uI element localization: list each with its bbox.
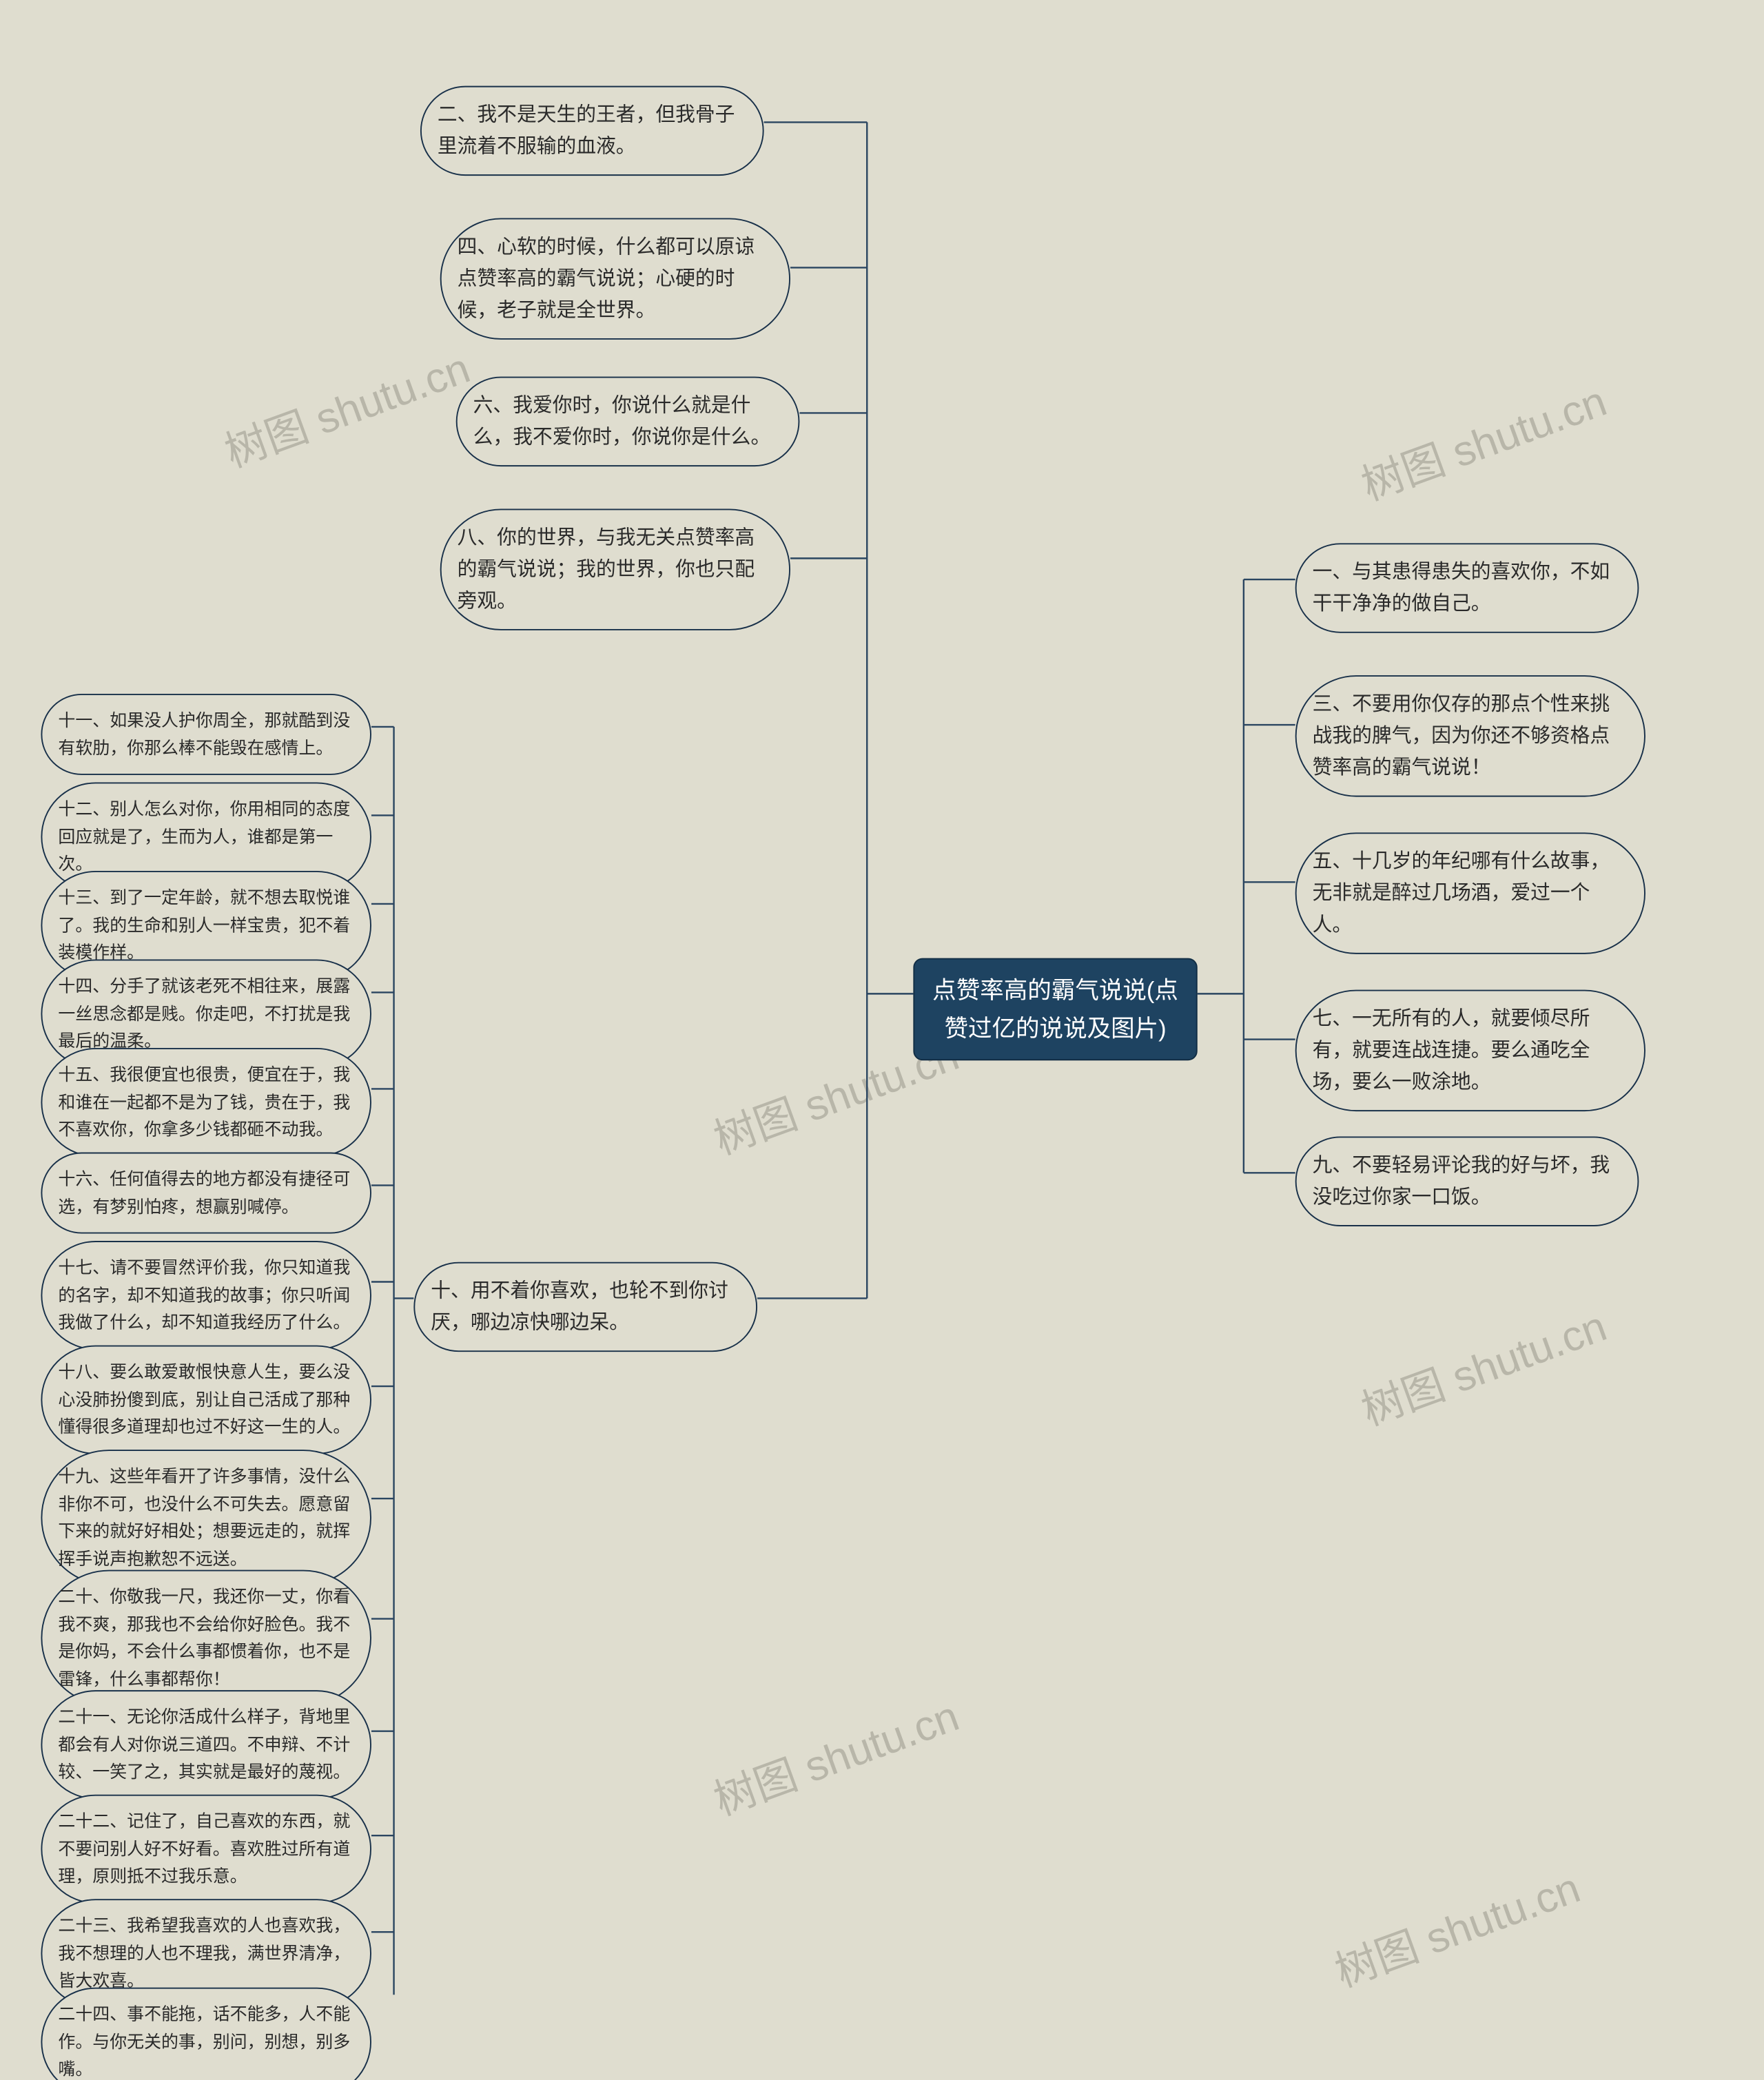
node-label: 十五、我很便宜也很贵，便宜在于，我和谁在一起都不是为了钱，贵在于，我不喜欢你，你…: [58, 1061, 354, 1144]
node-label: 十六、任何值得去的地方都没有捷径可选，有梦别怕疼，想赢别喊停。: [58, 1166, 354, 1221]
watermark: 树图 shutu.cn: [1326, 1854, 1588, 1999]
node-label: 九、不要轻易评论我的好与坏，我没吃过你家一口饭。: [1313, 1150, 1622, 1213]
mindmap-node-g22[interactable]: 二十二、记住了，自己喜欢的东西，就不要问别人好不好看。喜欢胜过所有道理，原则抵不…: [41, 1795, 371, 1904]
mindmap-node-r5[interactable]: 五、十几岁的年纪哪有什么故事，无非就是醉过几场酒，爱过一个人。: [1295, 832, 1645, 954]
mindmap-node-g17[interactable]: 十七、请不要冒然评价我，你只知道我的名字，却不知道我的故事；你只听闻我做了什么，…: [41, 1241, 371, 1350]
mindmap-node-l4[interactable]: 四、心软的时候，什么都可以原谅点赞率高的霸气说说；心硬的时候，老子就是全世界。: [440, 218, 790, 339]
mindmap-node-r7[interactable]: 七、一无所有的人，就要倾尽所有，就要连战连捷。要么通吃全场，要么一败涂地。: [1295, 990, 1645, 1111]
mindmap-node-l8[interactable]: 八、你的世界，与我无关点赞率高的霸气说说；我的世界，你也只配旁观。: [440, 508, 790, 630]
mindmap-node-r1[interactable]: 一、与其患得患失的喜欢你，不如干干净净的做自己。: [1295, 543, 1639, 632]
node-label: 一、与其患得患失的喜欢你，不如干干净净的做自己。: [1313, 556, 1622, 619]
watermark: 树图 shutu.cn: [1352, 1293, 1614, 1437]
node-label: 二十四、事不能拖，话不能多，人不能作。与你无关的事，别问，别想，别多嘴。: [58, 2001, 354, 2080]
node-label: 二十三、我希望我喜欢的人也喜欢我，我不想理的人也不理我，满世界清净，皆大欢喜。: [58, 1912, 354, 1995]
mindmap-node-g11[interactable]: 十一、如果没人护你周全，那就酷到没有软肋，你那么棒不能毁在感情上。: [41, 694, 371, 775]
mindmap-node-r3[interactable]: 三、不要用你仅存的那点个性来挑战我的脾气，因为你还不够资格点赞率高的霸气说说！: [1295, 675, 1645, 796]
mindmap-node-r9[interactable]: 九、不要轻易评论我的好与坏，我没吃过你家一口饭。: [1295, 1137, 1639, 1226]
node-label: 十九、这些年看开了许多事情，没什么非你不可，也没什么不可失去。愿意留下来的就好好…: [58, 1463, 354, 1573]
node-label: 八、你的世界，与我无关点赞率高的霸气说说；我的世界，你也只配旁观。: [458, 522, 773, 617]
node-label: 十七、请不要冒然评价我，你只知道我的名字，却不知道我的故事；你只听闻我做了什么，…: [58, 1254, 354, 1337]
mindmap-node-g19[interactable]: 十九、这些年看开了许多事情，没什么非你不可，也没什么不可失去。愿意留下来的就好好…: [41, 1450, 371, 1586]
mindmap-node-g21[interactable]: 二十一、无论你活成什么样子，背地里都会有人对你说三道四。不申辩、不计较、一笑了之…: [41, 1690, 371, 1799]
mindmap-canvas: 树图 shutu.cn 树图 shutu.cn 树图 shutu.cn 树图 shut…: [0, 0, 1692, 1995]
node-label: 十四、分手了就该老死不相往来，展露一丝思念都是贱。你走吧，不打扰是我最后的温柔。: [58, 973, 354, 1056]
node-label: 十二、别人怎么对你，你用相同的态度回应就是了，生而为人，谁都是第一次。: [58, 796, 354, 878]
node-label: 三、不要用你仅存的那点个性来挑战我的脾气，因为你还不够资格点赞率高的霸气说说！: [1313, 688, 1628, 783]
node-label: 十八、要么敢爱敢恨快意人生，要么没心没肺扮傻到底，别让自己活成了那种懂得很多道理…: [58, 1359, 354, 1441]
node-label: 二十二、记住了，自己喜欢的东西，就不要问别人好不好看。喜欢胜过所有道理，原则抵不…: [58, 1808, 354, 1891]
mindmap-node-g24[interactable]: 二十四、事不能拖，话不能多，人不能作。与你无关的事，别问，别想，别多嘴。: [41, 1988, 371, 2080]
node-label: 六、我爱你时，你说什么就是什么，我不爱你时，你说你是什么。: [473, 390, 783, 453]
node-label: 二十、你敬我一尺，我还你一丈，你看我不爽，那我也不会给你好脸色。我不是你妈，不会…: [58, 1583, 354, 1693]
node-label: 七、一无所有的人，就要倾尽所有，就要连战连捷。要么通吃全场，要么一败涂地。: [1313, 1003, 1628, 1098]
mindmap-node-g15[interactable]: 十五、我很便宜也很贵，便宜在于，我和谁在一起都不是为了钱，贵在于，我不喜欢你，你…: [41, 1048, 371, 1157]
node-label: 四、心软的时候，什么都可以原谅点赞率高的霸气说说；心硬的时候，老子就是全世界。: [458, 231, 773, 327]
watermark: 树图 shutu.cn: [216, 335, 478, 480]
node-label: 十、用不着你喜欢，也轮不到你讨厌，哪边凉快哪边呆。: [431, 1275, 740, 1339]
node-label: 五、十几岁的年纪哪有什么故事，无非就是醉过几场酒，爱过一个人。: [1313, 846, 1628, 941]
mindmap-node-l10[interactable]: 十、用不着你喜欢，也轮不到你讨厌，哪边凉快哪边呆。: [413, 1262, 757, 1352]
node-label: 点赞率高的霸气说说(点赞过亿的说说及图片): [930, 971, 1180, 1047]
mindmap-node-g16[interactable]: 十六、任何值得去的地方都没有捷径可选，有梦别怕疼，想赢别喊停。: [41, 1153, 371, 1234]
node-label: 二、我不是天生的王者，但我骨子里流着不服输的血液。: [438, 99, 747, 163]
mindmap-node-g20[interactable]: 二十、你敬我一尺，我还你一丈，你看我不爽，那我也不会给你好脸色。我不是你妈，不会…: [41, 1570, 371, 1707]
watermark: 树图 shutu.cn: [704, 1682, 966, 1827]
node-label: 十一、如果没人护你周全，那就酷到没有软肋，你那么棒不能毁在感情上。: [58, 707, 354, 762]
mindmap-node-l2[interactable]: 二、我不是天生的王者，但我骨子里流着不服输的血液。: [420, 86, 764, 176]
node-label: 二十一、无论你活成什么样子，背地里都会有人对你说三道四。不申辩、不计较、一笑了之…: [58, 1703, 354, 1786]
watermark: 树图 shutu.cn: [1352, 368, 1614, 513]
mindmap-node-l6[interactable]: 六、我爱你时，你说什么就是什么，我不爱你时，你说你是什么。: [456, 377, 800, 466]
mindmap-node-root[interactable]: 点赞率高的霸气说说(点赞过亿的说说及图片): [913, 958, 1197, 1061]
mindmap-node-g18[interactable]: 十八、要么敢爱敢恨快意人生，要么没心没肺扮傻到底，别让自己活成了那种懂得很多道理…: [41, 1346, 371, 1454]
node-label: 十三、到了一定年龄，就不想去取悦谁了。我的生命和别人一样宝贵，犯不着装模作样。: [58, 884, 354, 967]
